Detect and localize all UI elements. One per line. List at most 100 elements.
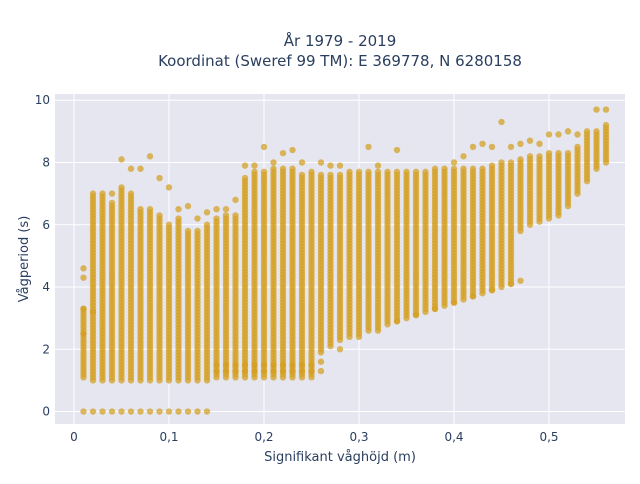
data-point xyxy=(289,165,296,172)
data-point xyxy=(441,165,448,172)
data-point xyxy=(203,408,211,415)
data-point xyxy=(156,408,163,415)
data-point xyxy=(365,143,372,151)
data-point xyxy=(270,159,277,166)
data-point xyxy=(99,190,106,197)
data-point xyxy=(232,212,239,219)
data-point xyxy=(488,143,496,151)
x-tick-label: 0,1 xyxy=(159,430,178,444)
data-point xyxy=(241,367,249,375)
chart-title-line-2: Koordinat (Sweref 99 TM): E 369778, N 62… xyxy=(158,52,522,70)
data-point xyxy=(99,408,106,415)
data-point xyxy=(488,286,496,294)
data-point xyxy=(317,171,325,179)
data-point xyxy=(317,358,325,365)
data-point xyxy=(89,308,97,316)
data-point xyxy=(393,168,401,176)
data-point xyxy=(308,168,315,176)
data-point xyxy=(194,408,201,415)
data-point xyxy=(336,346,344,353)
data-point xyxy=(194,227,201,235)
data-point xyxy=(327,162,334,169)
data-point xyxy=(146,153,154,160)
data-point xyxy=(574,143,581,151)
data-point xyxy=(80,265,87,272)
data-point xyxy=(374,327,382,334)
data-point xyxy=(384,168,391,176)
data-point xyxy=(536,140,543,148)
data-point xyxy=(279,149,287,157)
data-point xyxy=(222,205,230,213)
data-point xyxy=(213,361,220,369)
data-point xyxy=(127,190,135,197)
x-tick-label: 0,3 xyxy=(349,430,368,444)
data-point xyxy=(232,196,239,204)
data-point xyxy=(431,165,439,172)
y-tick-label: 4 xyxy=(42,280,50,294)
x-tick-label: 0 xyxy=(70,430,78,444)
data-point xyxy=(412,168,420,176)
data-point xyxy=(545,131,553,138)
y-tick-label: 10 xyxy=(35,93,50,107)
data-point xyxy=(289,146,296,154)
data-point xyxy=(526,137,534,144)
data-point xyxy=(175,215,182,222)
data-point xyxy=(184,227,192,235)
data-point xyxy=(137,408,144,415)
data-point xyxy=(479,165,486,172)
x-axis-title: Signifikant våghöjd (m) xyxy=(264,450,416,465)
data-point xyxy=(564,149,572,157)
data-point xyxy=(146,205,154,213)
data-point xyxy=(279,361,287,369)
data-point xyxy=(298,171,306,179)
data-point xyxy=(507,143,515,151)
data-point xyxy=(146,408,154,415)
data-point xyxy=(298,361,306,369)
data-point xyxy=(108,190,116,197)
data-point xyxy=(498,118,505,126)
data-point xyxy=(127,408,135,415)
data-point xyxy=(317,159,325,166)
data-point xyxy=(213,205,220,213)
x-axis-ticks: 0 0,1 0,2 0,3 0,4 0,5 xyxy=(70,430,558,444)
data-point xyxy=(536,153,543,160)
data-point xyxy=(346,168,353,176)
data-point xyxy=(374,168,382,176)
data-point xyxy=(412,311,420,319)
data-point xyxy=(108,408,116,415)
data-point xyxy=(336,171,344,179)
y-tick-label: 6 xyxy=(42,218,50,232)
data-point xyxy=(260,143,268,151)
data-point xyxy=(298,367,306,375)
data-point xyxy=(365,168,372,176)
data-point xyxy=(184,408,192,415)
data-point xyxy=(279,165,287,172)
data-point xyxy=(393,146,401,154)
data-point xyxy=(450,165,458,172)
data-point xyxy=(393,318,401,325)
data-point xyxy=(260,168,268,176)
data-point xyxy=(488,162,496,169)
data-point xyxy=(593,128,600,135)
data-point xyxy=(260,361,268,369)
data-point xyxy=(602,106,610,113)
y-tick-label: 0 xyxy=(42,405,50,419)
data-point xyxy=(127,165,135,172)
data-point xyxy=(137,205,144,213)
data-point xyxy=(460,153,467,160)
data-point xyxy=(555,131,562,138)
data-point xyxy=(450,159,458,166)
data-point xyxy=(241,361,249,369)
data-point xyxy=(222,212,230,219)
data-point xyxy=(308,367,315,375)
data-point xyxy=(308,361,315,369)
data-point xyxy=(498,159,505,166)
data-point xyxy=(213,215,220,222)
data-point xyxy=(507,280,515,288)
data-point xyxy=(507,159,515,166)
x-tick-label: 0,4 xyxy=(444,430,463,444)
data-point xyxy=(251,361,258,369)
data-point xyxy=(260,367,268,375)
